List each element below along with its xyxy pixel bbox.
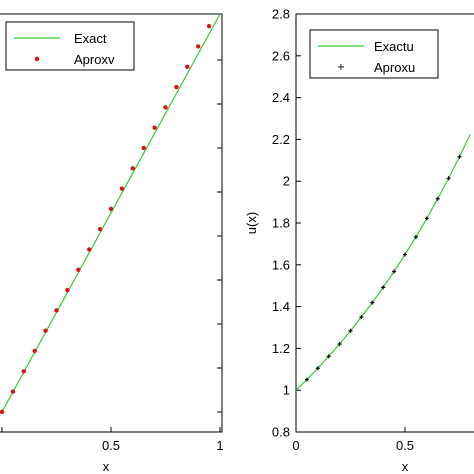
right-y-tick-label: 1.4 (272, 299, 290, 314)
right-series-aprox-point (392, 269, 397, 274)
left-x-tick-label: 1 (216, 438, 223, 453)
left-series-aprox-point (97, 226, 103, 232)
left-series-aprox-point (10, 389, 16, 394)
right-y-axis-label: u(x) (244, 212, 259, 234)
left-chart-panel: 0.5 1 x Exact Aproxv (0, 13, 224, 474)
right-y-tick-label: 1.8 (272, 216, 290, 231)
left-series-exact-line (1, 13, 221, 413)
right-y-tick-label: 1 (283, 383, 290, 398)
right-series-aprox-point (326, 354, 331, 359)
left-legend: Exact Aproxv (5, 21, 135, 71)
left-series-group (0, 13, 221, 415)
left-legend-exact-label: Exact (74, 31, 107, 46)
right-y-tick-label: 2.6 (272, 48, 290, 63)
left-series-aprox-point (108, 206, 114, 212)
right-series-aprox-point (370, 300, 375, 305)
left-series-aprox-point (206, 23, 212, 29)
right-series-group (295, 133, 471, 391)
left-series-aprox-point (141, 145, 146, 151)
left-series-aprox-point (119, 186, 125, 191)
left-series-aprox-point (21, 369, 26, 374)
left-x-tick-label: 0.5 (102, 438, 120, 453)
right-y-tick-label: 1.6 (272, 257, 290, 272)
left-series-aprox-point (43, 328, 48, 333)
left-legend-box (5, 21, 135, 71)
right-legend-aprox-swatch: + (337, 62, 345, 73)
right-series-aprox-point (424, 216, 429, 221)
right-x-tick-label: 0 (292, 438, 299, 453)
right-series-aprox-point (446, 176, 451, 181)
left-series-aprox-point (87, 247, 92, 252)
right-x-axis-label: x (402, 459, 409, 474)
left-series-aprox-point (185, 64, 190, 69)
left-series-aprox-point (130, 166, 135, 171)
right-y-tick-label: 2.8 (272, 7, 290, 22)
left-series-aprox-point (163, 105, 168, 110)
left-series-aprox-point (32, 348, 37, 354)
right-legend: Exactu + Aproxu (309, 29, 439, 79)
right-series-aprox-point (457, 154, 462, 159)
right-series-aprox-point (348, 328, 353, 333)
right-series-aprox-point (337, 342, 342, 347)
right-x-tick-label: 0.5 (396, 438, 414, 453)
left-x-axis-label: x (103, 459, 110, 474)
left-legend-aprox-label: Aproxv (74, 52, 115, 67)
right-legend-exact-label: Exactu (374, 39, 414, 54)
left-legend-aprox-swatch (34, 56, 40, 62)
right-y-tick-label: 2.4 (272, 90, 290, 105)
left-series-aprox-point (65, 287, 70, 293)
left-plot-area (0, 13, 223, 433)
right-y-ticks: 0.8 1 1.2 1.4 1.6 1.8 2 2.2 2.4 2.6 2.8 (272, 7, 301, 440)
left-series-aprox-point (152, 125, 157, 130)
right-y-tick-label: 0.8 (272, 425, 290, 440)
right-series-aprox-point (304, 377, 309, 382)
right-series-aprox-point (403, 252, 407, 257)
right-chart-panel: 0.811.21.41.61.822.22.42.62.8 0 0.5 u(x) … (244, 7, 474, 474)
right-y-tick-label: 2.2 (272, 132, 290, 147)
right-series-aprox-point (413, 235, 418, 240)
left-series-aprox-point (196, 44, 201, 49)
right-y-tick-label: 1.2 (272, 341, 290, 356)
left-series-aprox-point (54, 308, 59, 313)
left-series-aprox-point (76, 267, 81, 272)
left-series-aprox-point (0, 409, 5, 415)
left-x-ticks: 0.5 1 (1, 59, 224, 453)
right-series-aprox-point (359, 315, 364, 320)
right-series-aprox-point (381, 285, 386, 290)
right-series-aprox-point (315, 366, 320, 371)
right-legend-box (309, 29, 439, 79)
right-plot-area (295, 13, 474, 433)
right-legend-aprox-label: Aproxu (374, 60, 415, 75)
right-x-ticks: 0 0.5 (292, 427, 414, 453)
right-y-tick-label: 2 (283, 174, 290, 189)
left-series-aprox-point (174, 84, 179, 90)
right-series-aprox-point (435, 196, 440, 201)
